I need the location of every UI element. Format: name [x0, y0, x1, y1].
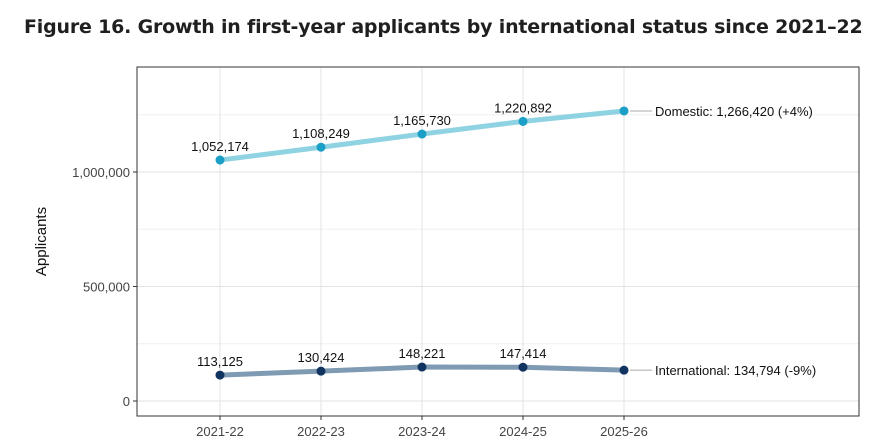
- data-point-international: [316, 366, 326, 376]
- end-label-international: International: 134,794 (-9%): [655, 363, 816, 378]
- x-tick-label: 2021-22: [196, 424, 244, 439]
- data-point-international: [619, 365, 629, 375]
- data-label-domestic: 1,165,730: [393, 113, 451, 128]
- data-label-domestic: 1,052,174: [191, 139, 249, 154]
- data-label-international: 148,221: [399, 346, 446, 361]
- data-point-international: [518, 362, 528, 372]
- y-tick-label: 1,000,000: [72, 165, 130, 180]
- data-point-domestic: [417, 129, 427, 139]
- data-label-international: 147,414: [500, 346, 547, 361]
- y-axis-ticks: 0 500,000 1,000,000: [72, 165, 137, 409]
- data-point-domestic: [518, 116, 528, 126]
- data-label-domestic: 1,108,249: [292, 126, 350, 141]
- data-label-international: 130,424: [298, 350, 345, 365]
- y-axis-label: Applicants: [33, 207, 50, 276]
- x-axis-ticks: 2021-22 2022-23 2023-24 2024-25 2025-26: [196, 416, 648, 439]
- data-label-domestic: 1,220,892: [494, 100, 552, 115]
- end-label-domestic: Domestic: 1,266,420 (+4%): [655, 104, 813, 119]
- data-point-international: [215, 370, 225, 380]
- x-tick-label: 2024-25: [499, 424, 547, 439]
- data-point-international: [417, 362, 427, 372]
- plot-border: [136, 66, 860, 417]
- x-tick-label: 2023-24: [398, 424, 446, 439]
- x-tick-label: 2025-26: [600, 424, 648, 439]
- data-point-domestic: [316, 142, 326, 152]
- data-point-domestic: [619, 106, 629, 116]
- y-tick-label: 500,000: [83, 280, 130, 295]
- grid-lines: [137, 67, 859, 416]
- data-point-domestic: [215, 155, 225, 165]
- x-tick-label: 2022-23: [297, 424, 345, 439]
- series-group: 1,052,174 1,108,249 1,165,730 1,220,892 Dome…: [191, 100, 816, 380]
- data-label-international: 113,125: [197, 354, 243, 369]
- y-tick-label: 0: [123, 394, 130, 409]
- chart-title: Figure 16. Growth in first-year applican…: [24, 16, 863, 38]
